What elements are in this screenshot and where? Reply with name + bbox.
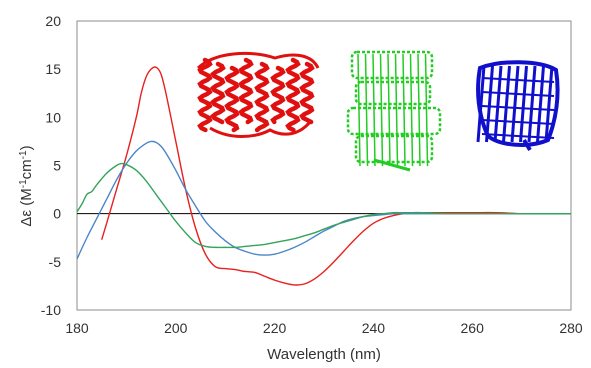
protein-structure-illustrations — [196, 50, 560, 172]
helix-ribbon — [285, 57, 301, 133]
y-tick-label: -10 — [41, 302, 61, 318]
complex-domain-block — [350, 50, 434, 80]
series-layer — [76, 66, 571, 286]
barrel-crossbar — [481, 119, 555, 125]
helix-ribbon — [197, 57, 213, 133]
y-axis-title-sup2: -1 — [18, 150, 29, 159]
alpha-helical-protein-structure — [196, 51, 320, 138]
barrel-crossbar — [481, 105, 555, 111]
barrel-strand — [502, 65, 511, 143]
barrel-strand — [519, 65, 528, 143]
y-tick-label: 10 — [45, 109, 61, 125]
complex-domain-block — [354, 134, 434, 164]
x-tick-label: 220 — [263, 320, 287, 336]
complex-strand — [402, 53, 406, 167]
helix-ribbon — [270, 65, 286, 125]
x-tick-label: 260 — [461, 320, 485, 336]
barrel-strand — [527, 65, 537, 143]
complex-strand — [372, 53, 376, 167]
series-line-2 — [76, 140, 571, 260]
helix-ribbon — [224, 65, 240, 133]
barrel-crossbar — [481, 91, 555, 97]
barrel-crossbar — [481, 133, 555, 139]
mixed-protein-complex-structure — [346, 50, 442, 172]
barrel-strand — [493, 65, 503, 143]
complex-tail — [373, 158, 411, 172]
helix-ribbon — [254, 61, 270, 133]
y-tick-label: 15 — [45, 61, 61, 77]
helix-loop-top — [196, 51, 320, 70]
complex-strand — [394, 53, 399, 167]
complex-domain-block — [354, 80, 432, 106]
y-tick-label: 0 — [53, 206, 61, 222]
complex-strand — [357, 53, 361, 167]
y-axis-title-sup1: -1 — [18, 179, 29, 188]
helix-ribbon — [299, 61, 315, 125]
x-tick-label: 280 — [559, 320, 583, 336]
x-tick-label: 240 — [362, 320, 386, 336]
complex-strand — [364, 53, 369, 167]
complex-strand — [409, 53, 414, 167]
y-axis-title-main: Δε (M — [18, 188, 35, 226]
y-axis-title-unit: cm — [18, 159, 35, 179]
barrel-tail — [522, 138, 532, 152]
helix-loop-bottom — [209, 120, 312, 138]
helix-ribbon — [238, 57, 254, 125]
helix-ribbon — [210, 61, 226, 125]
x-axis-title: Wavelength (nm) — [267, 346, 381, 363]
complex-strand — [417, 53, 421, 167]
complex-domain-block — [346, 106, 442, 136]
y-tick-label: 5 — [53, 158, 61, 174]
beta-barrel-protein-structure — [476, 60, 560, 152]
complex-strand — [387, 53, 391, 167]
y-tick-labels: -10 -5 0 5 10 15 20 — [41, 13, 61, 318]
x-tick-label: 180 — [65, 320, 89, 336]
barrel-crossbar — [481, 77, 555, 83]
complex-strand — [424, 53, 429, 167]
series-line-1 — [101, 66, 571, 286]
barrel-strand — [536, 65, 545, 143]
y-tick-label: 20 — [45, 13, 61, 29]
barrel-strand — [510, 65, 520, 143]
x-tick-label: 200 — [164, 320, 188, 336]
complex-strand — [379, 53, 384, 167]
x-tick-labels: 180 200 220 240 260 280 — [65, 320, 583, 336]
y-axis-title: Δε (M-1cm-1) — [18, 145, 35, 226]
y-axis-title-close: ) — [18, 145, 35, 150]
barrel-strand — [544, 65, 554, 143]
y-tick-label: -5 — [49, 254, 62, 270]
series-line-3 — [76, 162, 571, 249]
plot-area-frame — [76, 20, 572, 311]
